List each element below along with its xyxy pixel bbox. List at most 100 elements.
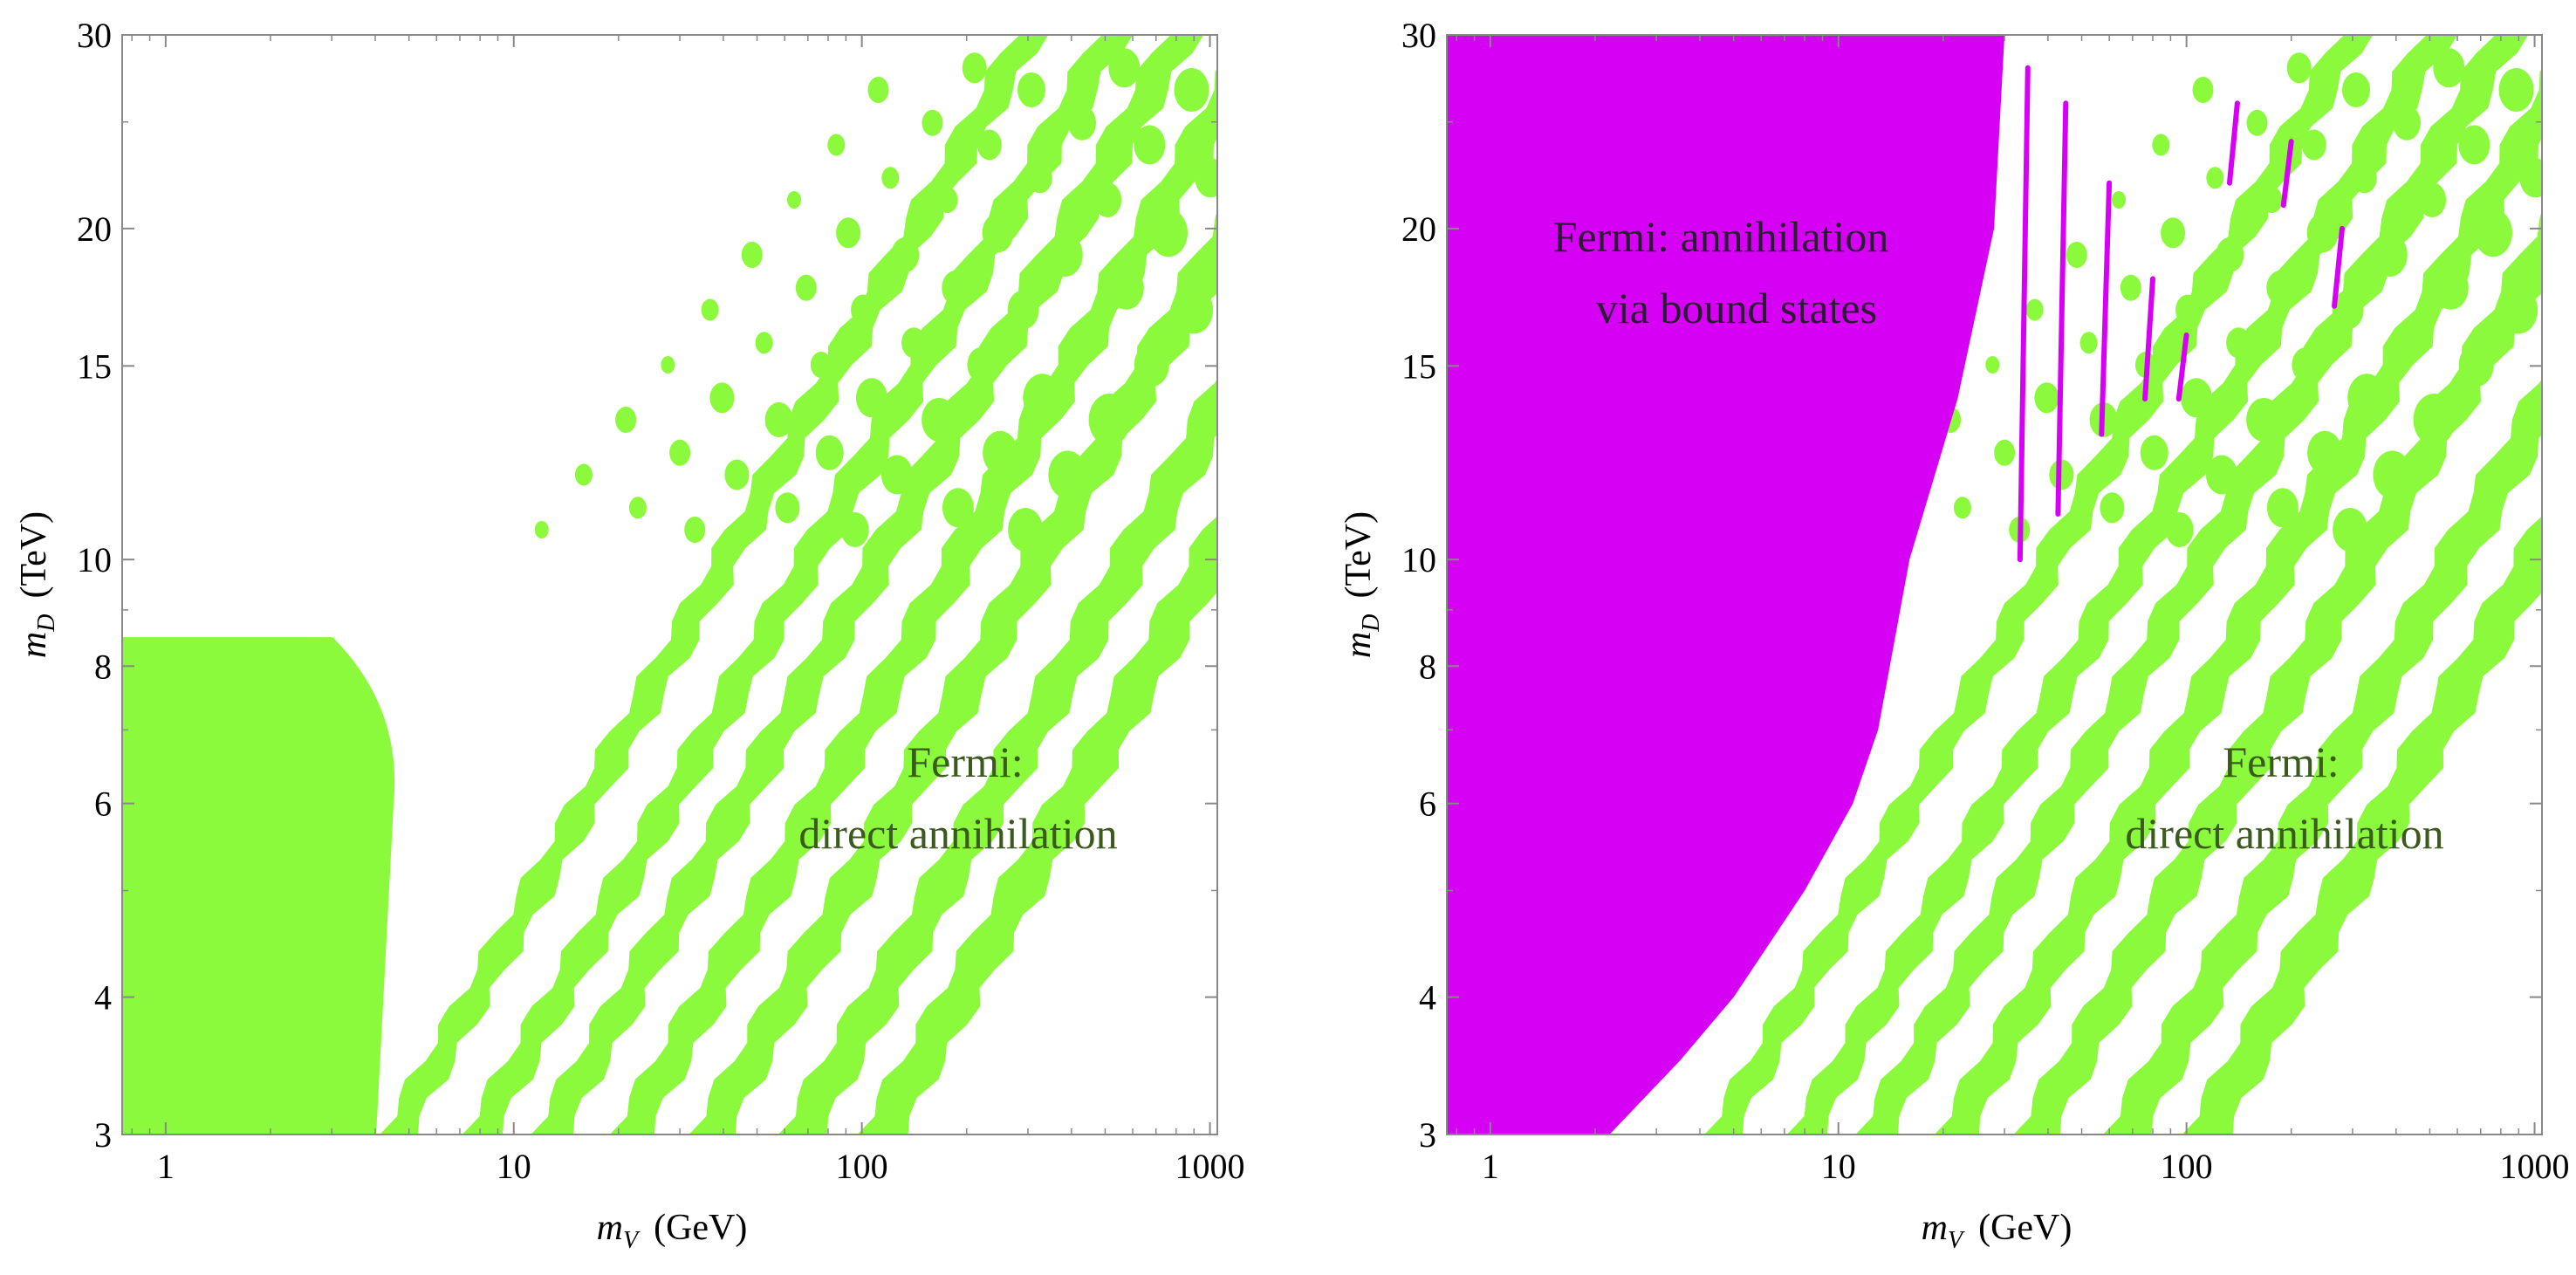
right-green-resonance-blob bbox=[2049, 459, 2074, 490]
right-y-tick-label: 8 bbox=[1419, 647, 1436, 686]
right-green-resonance-blob bbox=[2286, 52, 2312, 84]
right-annotation-fermi: Fermi: bbox=[2223, 737, 2339, 786]
left-green-resonance-blob bbox=[1175, 285, 1214, 334]
right-green-resonance-blob bbox=[2433, 265, 2469, 310]
left-green-resonance-blob bbox=[810, 352, 832, 378]
right-green-resonance-blob bbox=[2342, 72, 2370, 107]
left-green-resonance-blob bbox=[795, 274, 817, 301]
left-contour-region bbox=[122, 35, 1217, 1134]
right-green-resonance-blob bbox=[2372, 233, 2408, 277]
left-green-resonance-blob bbox=[534, 521, 549, 538]
right-green-resonance-band bbox=[2182, 516, 2542, 1134]
left-green-resonance-blob bbox=[840, 512, 869, 547]
left-y-tick-label: 15 bbox=[77, 346, 112, 386]
right-green-resonance-band bbox=[1786, 35, 2458, 1134]
right-green-resonance-blob bbox=[2413, 394, 2456, 446]
left-green-resonance-blob bbox=[724, 459, 750, 490]
right-y-tick-label: 15 bbox=[1401, 346, 1436, 386]
left-green-resonance-blob bbox=[1174, 68, 1209, 112]
right-x-tick-label: 1000 bbox=[2500, 1147, 2570, 1186]
left-green-resonance-blob bbox=[815, 435, 844, 470]
left-y-tick-label: 8 bbox=[94, 647, 112, 686]
right-annotation-bs-line1: Fermi: annihilation bbox=[1553, 212, 1889, 261]
right-green-resonance-blob bbox=[2332, 290, 2364, 330]
left-green-resonance-blob bbox=[775, 492, 800, 524]
right-green-resonance-blob bbox=[2266, 488, 2299, 528]
right-magenta-streak bbox=[2099, 180, 2113, 437]
left-green-resonance-band bbox=[609, 69, 1217, 1134]
left-green-resonance-blob bbox=[921, 398, 957, 442]
right-green-resonance-blob bbox=[2246, 398, 2282, 442]
left-x-tick-label: 100 bbox=[836, 1147, 888, 1186]
right-y-axis-label: mD (TeV) bbox=[1339, 511, 1385, 658]
left-x-axis-var: m bbox=[597, 1208, 623, 1248]
right-green-resonance-blob bbox=[2066, 242, 2087, 268]
left-green-resonance-blob bbox=[1088, 394, 1131, 446]
right-green-resonance-blob bbox=[2433, 48, 2465, 88]
left-green-resonance-blob bbox=[1017, 72, 1045, 107]
right-y-tick-label: 30 bbox=[1401, 16, 1436, 55]
right-green-resonance-band bbox=[1704, 35, 2374, 1134]
left-x-tick-label: 10 bbox=[497, 1147, 531, 1186]
right-y-tick-label: 10 bbox=[1401, 540, 1436, 579]
right-green-resonance-band bbox=[2102, 379, 2542, 1134]
right-magenta-bound-state-region bbox=[1447, 35, 2005, 1134]
left-green-resonance-blob bbox=[1027, 162, 1052, 194]
left-annotation-direct: direct annihilation bbox=[798, 809, 1117, 858]
right-annotation-direct: direct annihilation bbox=[2125, 809, 2443, 858]
left-green-resonance-blob bbox=[1007, 290, 1039, 330]
right-green-resonance-blob bbox=[2120, 274, 2141, 301]
left-green-resonance-blob bbox=[1108, 265, 1144, 310]
left-green-resonance-blob bbox=[962, 52, 987, 84]
right-y-axis-unit: (TeV) bbox=[1339, 511, 1379, 599]
left-green-resonance-blob bbox=[661, 356, 675, 374]
left-green-resonance-blob bbox=[1134, 125, 1166, 165]
right-magenta-streak bbox=[2280, 139, 2294, 209]
right-x-axis-label: mV (GeV) bbox=[1922, 1208, 2072, 1254]
right-x-tick-label: 1 bbox=[1482, 1147, 1499, 1186]
left-x-axis-sub: V bbox=[623, 1227, 641, 1254]
left-green-resonance-blob bbox=[976, 129, 1002, 161]
right-y-tick-label: 3 bbox=[1419, 1115, 1436, 1155]
right-green-resonance-blob bbox=[2393, 105, 2421, 141]
right-x-axis-unit: (GeV) bbox=[1978, 1208, 2072, 1248]
right-green-resonance-blob bbox=[2034, 382, 2059, 414]
right-green-resonance-blob bbox=[1985, 356, 2000, 374]
right-green-resonance-blob bbox=[2266, 270, 2295, 305]
right-green-resonance-band bbox=[1934, 69, 2542, 1134]
right-green-resonance-blob bbox=[2261, 187, 2283, 213]
right-contour-region bbox=[1447, 35, 2542, 1134]
left-green-resonance-blob bbox=[942, 270, 970, 305]
right-x-axis-var: m bbox=[1922, 1208, 1948, 1248]
left-green-resonance-blob bbox=[1149, 209, 1188, 257]
right-chart-panel: 1 10 100 1000 3 4 6 8 10 15 20 30 Fermi: annihilati… bbox=[1339, 16, 2570, 1254]
right-green-resonance-blob bbox=[2161, 217, 2186, 249]
left-green-resonance-blob bbox=[881, 167, 900, 189]
left-y-tick-label: 4 bbox=[94, 978, 112, 1018]
left-y-tick-label: 10 bbox=[77, 540, 112, 579]
right-green-resonance-blob bbox=[2226, 327, 2251, 359]
left-x-axis-label: mV (GeV) bbox=[597, 1208, 748, 1254]
left-green-resonance-band bbox=[778, 379, 1217, 1134]
left-green-resonance-blob bbox=[701, 298, 719, 321]
left-y-tick-label: 20 bbox=[77, 209, 112, 249]
right-y-axis-var: m bbox=[1339, 632, 1379, 658]
right-green-resonance-blob bbox=[2175, 294, 2201, 326]
right-y-tick-label: 20 bbox=[1401, 209, 1436, 249]
right-green-resonance-blob bbox=[2458, 125, 2490, 165]
left-green-resonance-blob bbox=[851, 294, 876, 326]
left-y-axis-sub: D bbox=[33, 614, 60, 633]
right-green-resonance-blob bbox=[1994, 439, 2016, 466]
right-green-resonance-blob bbox=[2307, 430, 2343, 475]
left-green-resonance-band bbox=[462, 35, 1134, 1134]
left-green-resonance-blob bbox=[755, 332, 773, 354]
right-green-resonance-blob bbox=[2025, 298, 2044, 321]
right-green-resonance-blob bbox=[2079, 332, 2098, 354]
left-chart-panel: 1 10 100 1000 3 4 6 8 10 15 20 30 Fermi: direct ann… bbox=[14, 16, 1245, 1254]
right-green-resonance-blob bbox=[2418, 182, 2447, 217]
left-x-tick-label: 1000 bbox=[1175, 1147, 1245, 1186]
right-green-resonance-blob bbox=[2152, 134, 2170, 156]
left-plot-frame bbox=[121, 34, 1218, 1135]
right-green-resonance-blob bbox=[2112, 191, 2126, 209]
